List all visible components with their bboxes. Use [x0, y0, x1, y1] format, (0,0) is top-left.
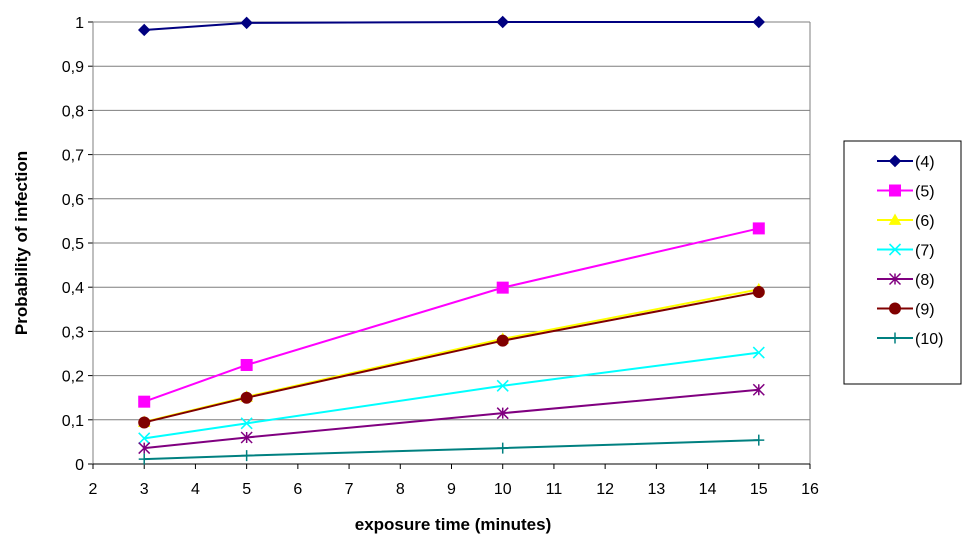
x-tick-labels: 2 3 4 5 6 7 8 9 10 11 12 13 14 15 16 — [89, 481, 819, 498]
legend-item: (4) — [877, 154, 935, 171]
y-axis-title: Probability of infection — [12, 151, 31, 335]
y-tick-label: 0,6 — [62, 192, 84, 209]
y-tick-label: 0,7 — [62, 148, 84, 165]
x-tick-label: 2 — [89, 481, 98, 498]
data-point — [138, 432, 151, 445]
legend-label: (4) — [915, 154, 935, 171]
y-tick-label: 0,4 — [62, 280, 84, 297]
x-tick-label: 16 — [801, 481, 819, 498]
y-tick-label: 0,1 — [62, 413, 84, 430]
data-point — [240, 358, 253, 371]
y-tick-label: 0 — [75, 457, 84, 474]
legend-swatch-marker — [889, 332, 901, 344]
data-point — [497, 442, 509, 454]
series-line — [143, 291, 759, 424]
x-tick-label: 13 — [647, 481, 665, 498]
data-point — [496, 407, 509, 420]
data-point — [496, 281, 509, 294]
legend-label: (8) — [915, 272, 935, 289]
series-line — [144, 21, 759, 31]
x-tick-label: 5 — [242, 481, 251, 498]
x-tick-label: 4 — [191, 481, 200, 498]
legend-label: (9) — [915, 302, 935, 319]
data-point — [138, 442, 151, 455]
data-point — [240, 431, 253, 444]
y-tick-label: 0,2 — [62, 369, 84, 386]
data-point — [240, 417, 253, 430]
series-line — [143, 227, 760, 403]
legend-label: (7) — [915, 243, 935, 260]
legend-item: (6) — [877, 213, 935, 230]
y-tick-labels: 0 0,1 0,2 0,3 0,4 0,5 0,6 0,7 0,8 0,9 1 — [62, 15, 84, 474]
data-point — [752, 15, 765, 29]
x-tick-label: 8 — [396, 481, 405, 498]
legend-swatch-marker — [888, 272, 902, 286]
y-tick-label: 1 — [75, 15, 84, 32]
legend-label: (5) — [915, 184, 935, 201]
data-point — [752, 286, 765, 299]
legend-swatch-marker — [889, 302, 901, 315]
legend-item: (7) — [877, 243, 935, 260]
data-point — [496, 379, 509, 392]
x-tick-label: 10 — [494, 481, 512, 498]
y-tick-label: 0,8 — [62, 103, 84, 120]
x-tick-label: 3 — [140, 481, 149, 498]
data-point — [496, 334, 509, 347]
series-1 — [138, 15, 765, 37]
legend-swatch-marker — [888, 243, 902, 256]
series-2 — [138, 222, 765, 408]
data-point — [138, 395, 151, 408]
x-tick-label: 14 — [699, 481, 717, 498]
x-axis-title: exposure time (minutes) — [355, 515, 552, 534]
series-line — [144, 351, 759, 440]
data-point — [240, 391, 253, 404]
series-7 — [138, 434, 765, 465]
legend-item: (8) — [877, 272, 935, 289]
series-line — [144, 439, 759, 461]
data-point — [241, 450, 253, 462]
legend: (4) (5) (6) (7) (8) (9) (10) — [843, 140, 962, 385]
legend-swatch-marker — [888, 213, 902, 225]
series-5 — [138, 383, 765, 455]
series-line — [144, 388, 759, 450]
series-6 — [138, 286, 765, 429]
data-point — [752, 383, 765, 396]
data-point — [753, 434, 765, 446]
x-tick-label: 9 — [447, 481, 456, 498]
legend-item: (10) — [877, 331, 943, 348]
legend-label: (10) — [915, 331, 943, 348]
series-3 — [137, 282, 766, 427]
data-point — [138, 453, 150, 465]
legend-swatch-marker — [889, 184, 901, 197]
legend-box — [843, 140, 962, 385]
data-point — [752, 346, 765, 359]
x-tick-label: 11 — [546, 481, 563, 498]
data-point — [138, 23, 151, 37]
legend-item: (9) — [877, 302, 935, 319]
axes — [88, 21, 811, 469]
x-tick-label: 6 — [293, 481, 302, 498]
series-lines — [137, 15, 766, 465]
legend-item: (5) — [877, 184, 935, 201]
x-tick-label: 7 — [345, 481, 354, 498]
data-point — [496, 15, 509, 29]
data-point — [138, 416, 151, 429]
legend-swatch-marker — [888, 154, 902, 168]
data-point — [752, 222, 765, 235]
y-tick-label: 0,9 — [62, 59, 84, 76]
legend-label: (6) — [915, 213, 935, 230]
x-tick-label: 12 — [596, 481, 614, 498]
x-tick-label: 15 — [750, 481, 768, 498]
y-tick-label: 0,5 — [62, 236, 84, 253]
y-tick-label: 0,3 — [62, 324, 84, 341]
data-point — [240, 16, 253, 30]
series-4 — [138, 346, 765, 445]
